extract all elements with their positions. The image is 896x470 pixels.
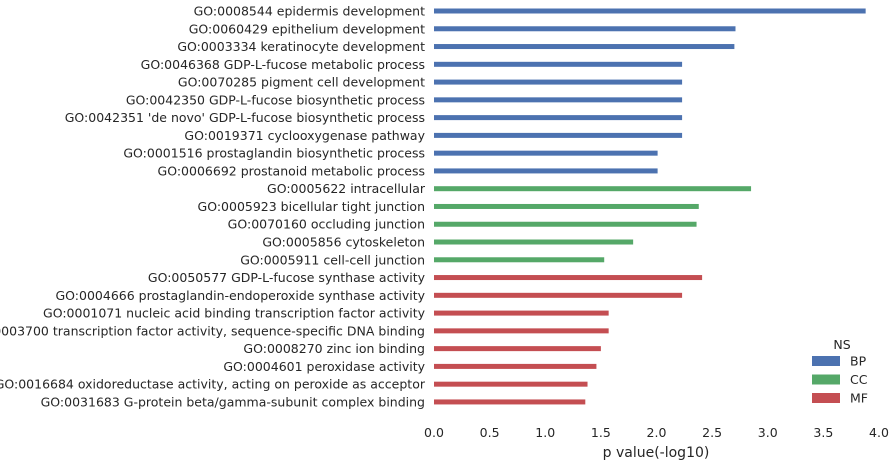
- category-label: GO:0046368 GDP-L-fucose metabolic proces…: [141, 57, 425, 72]
- x-tick-label: 4.0: [869, 425, 889, 440]
- category-label: GO:0050577 GDP-L-fucose synthase activit…: [148, 270, 426, 285]
- legend-title: NS: [833, 337, 850, 352]
- legend-swatch: [812, 356, 840, 366]
- x-tick-label: 3.0: [758, 425, 778, 440]
- category-label: GO:0001071 nucleic acid binding transcri…: [43, 306, 426, 321]
- category-label: GO:0008544 epidermis development: [194, 4, 425, 19]
- bar: [434, 239, 634, 245]
- bar: [434, 346, 601, 352]
- bar: [434, 257, 605, 263]
- category-label: GO:0003334 keratinocyte development: [177, 39, 425, 54]
- legend-label: CC: [850, 372, 868, 387]
- category-label: GO:0019371 cyclooxygenase pathway: [184, 128, 425, 143]
- bar: [434, 168, 658, 174]
- category-label: GO:0004601 peroxidase activity: [223, 359, 425, 374]
- bar: [434, 186, 752, 192]
- category-label: GO:0016684 oxidoreductase activity, acti…: [0, 377, 426, 392]
- x-tick-label: 0.5: [480, 425, 500, 440]
- category-label: GO:0004666 prostaglandin-endoperoxide sy…: [56, 288, 426, 303]
- bar: [434, 203, 699, 209]
- legend-label: BP: [850, 354, 867, 369]
- bar: [434, 8, 866, 14]
- bar: [434, 328, 609, 334]
- category-label: GO:0003700 transcription factor activity…: [0, 323, 425, 338]
- x-tick-label: 0.0: [424, 425, 444, 440]
- category-label: GO:0001516 prostaglandin biosynthetic pr…: [123, 146, 425, 161]
- bar: [434, 44, 735, 50]
- x-axis-label: p value(-log10): [603, 445, 710, 461]
- x-tick-label: 3.5: [813, 425, 833, 440]
- x-axis-ticks: 0.0 0.5 1.0 1.5 2.0 2.5 3.0 3.5 4.0: [424, 425, 889, 440]
- category-label: GO:0005622 intracellular: [267, 181, 426, 196]
- category-label: GO:0005911 cell-cell junction: [240, 252, 425, 267]
- category-label: GO:0070160 occluding junction: [228, 217, 425, 232]
- x-tick-label: 2.0: [647, 425, 667, 440]
- legend-swatch: [812, 393, 840, 403]
- category-label: GO:0005856 cytoskeleton: [262, 235, 425, 250]
- category-label: GO:0042350 GDP-L-fucose biosynthetic pro…: [126, 92, 425, 107]
- x-tick-label: 1.0: [535, 425, 555, 440]
- bar: [434, 381, 588, 387]
- bars-layer: [434, 8, 866, 405]
- bar: [434, 115, 683, 121]
- category-label: GO:0070285 pigment cell development: [178, 75, 425, 90]
- category-label: GO:0031683 G-protein beta/gamma-subunit …: [41, 394, 425, 409]
- bar: [434, 26, 736, 32]
- category-label: GO:0008270 zinc ion binding: [243, 341, 425, 356]
- bar: [434, 221, 697, 227]
- legend-swatch: [812, 374, 840, 385]
- category-label: GO:0005923 bicellular tight junction: [198, 199, 425, 214]
- bar: [434, 150, 658, 156]
- bar: [434, 292, 683, 298]
- legend-label: MF: [850, 391, 868, 406]
- bar: [434, 132, 683, 138]
- bar: [434, 97, 683, 103]
- bar: [434, 61, 683, 67]
- category-labels: GO:0008544 epidermis development GO:00604…: [0, 4, 426, 410]
- category-label: GO:0060429 epithelium development: [189, 21, 425, 36]
- bar: [434, 79, 683, 85]
- category-label: GO:0042351 'de novo' GDP-L-fucose biosyn…: [65, 110, 425, 125]
- bar: [434, 399, 586, 405]
- x-tick-label: 2.5: [702, 425, 722, 440]
- bar: [434, 363, 597, 369]
- bar: [434, 310, 609, 316]
- x-tick-label: 1.5: [591, 425, 611, 440]
- bar: [434, 275, 703, 281]
- legend: NS BP CC MF: [812, 337, 868, 406]
- category-label: GO:0006692 prostanoid metabolic process: [158, 163, 425, 178]
